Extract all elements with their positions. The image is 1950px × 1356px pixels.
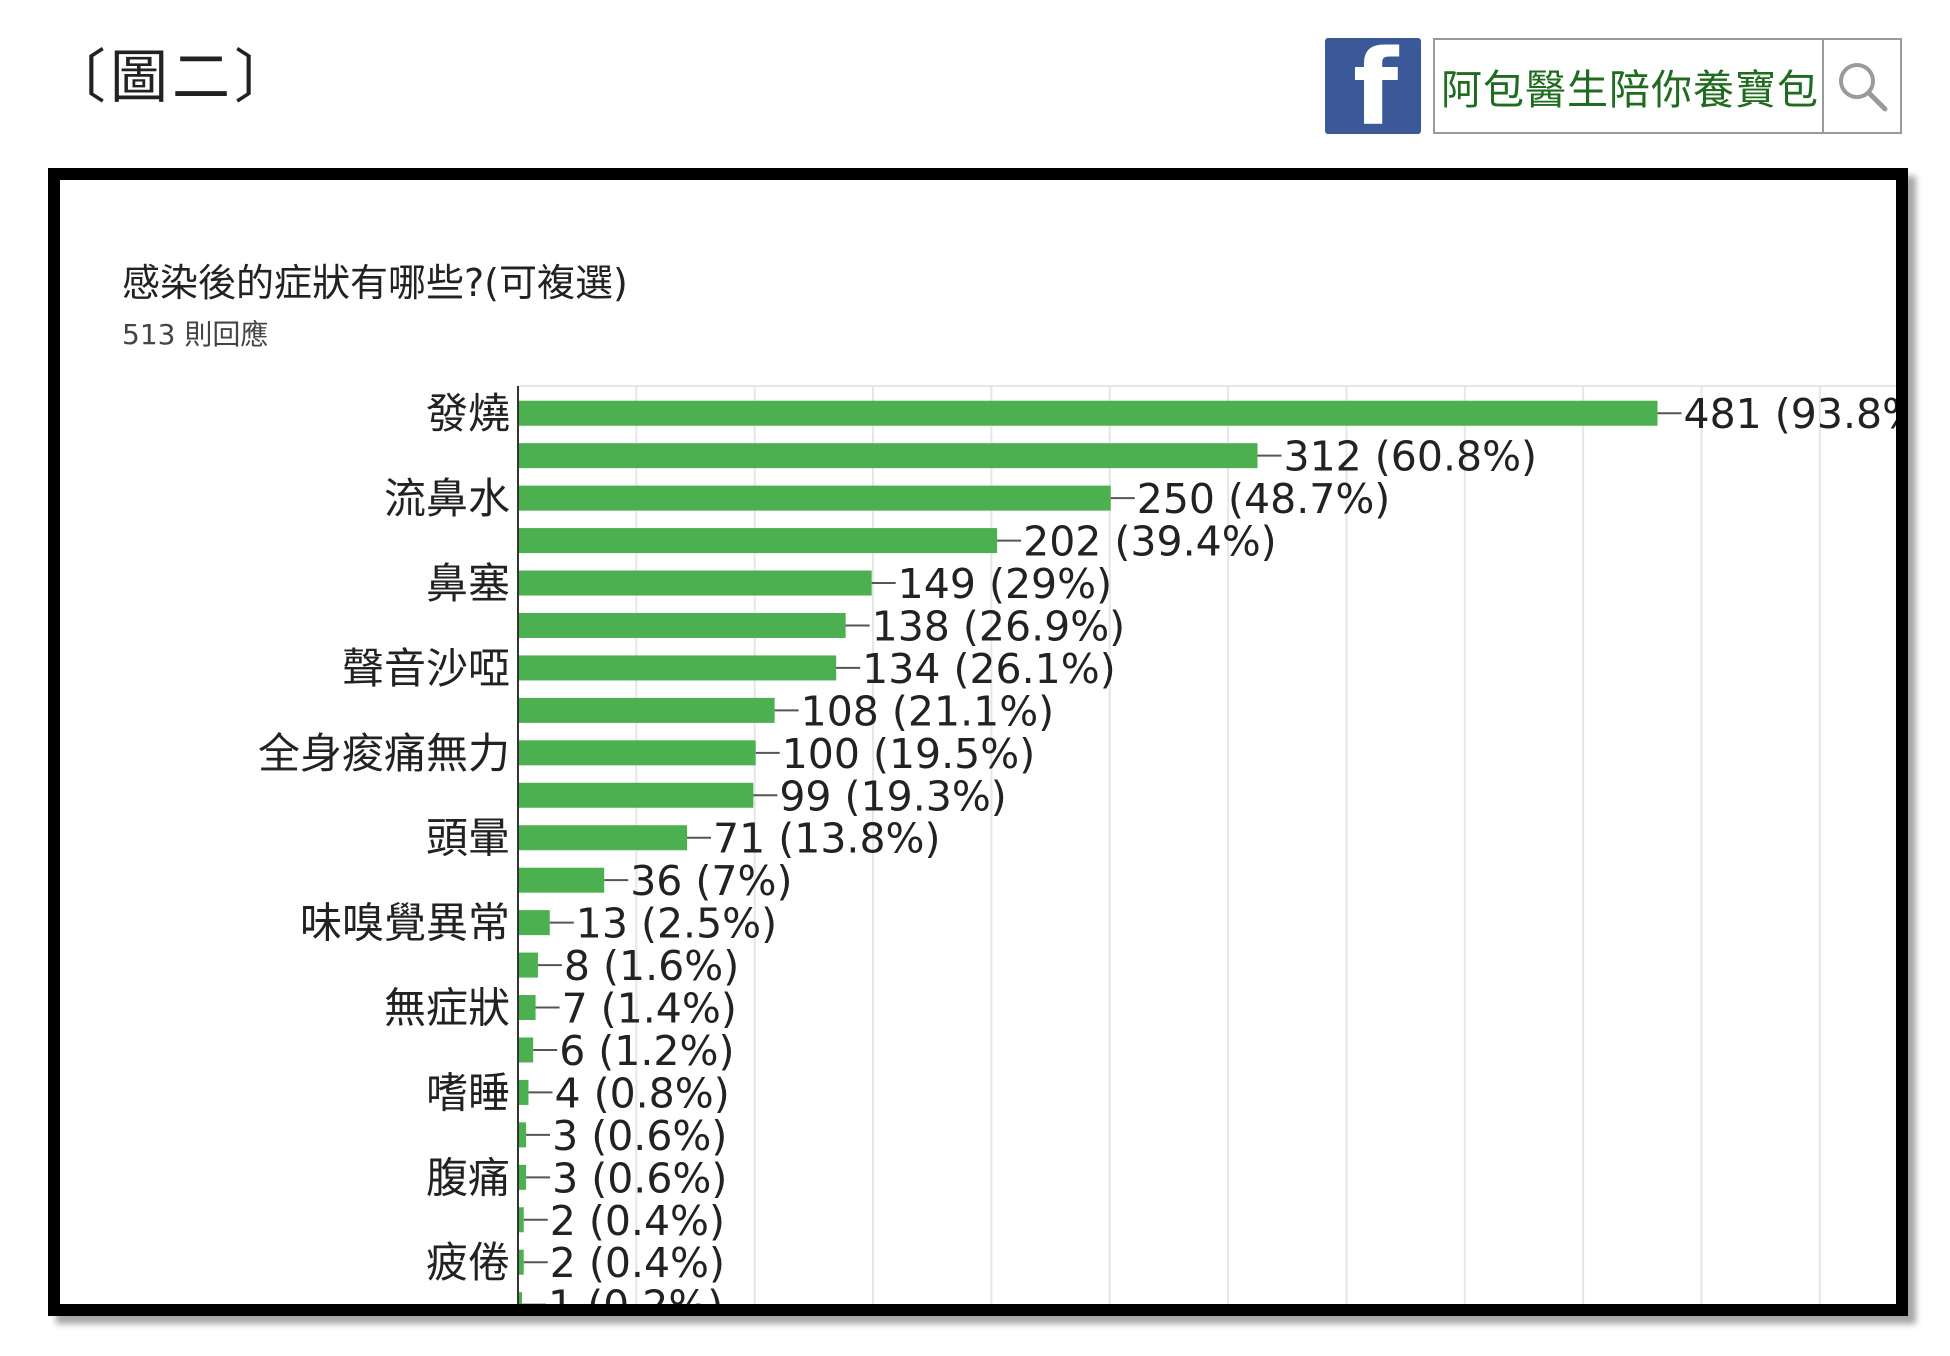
bar[interactable] [519, 740, 756, 766]
category-label: 頭暈 [426, 814, 510, 863]
value-label: 250 (48.7%) [1137, 475, 1391, 523]
value-label: 108 (21.1%) [801, 687, 1055, 735]
search-icon [1839, 63, 1888, 112]
value-label: 7 (1.4%) [562, 985, 737, 1033]
category-label: 疲倦 [426, 1238, 510, 1287]
category-label: 味嗅覺異常 [300, 899, 510, 948]
value-label: 2 (0.4%) [550, 1239, 725, 1287]
value-label: 3 (0.6%) [552, 1154, 727, 1202]
value-label: 6 (1.2%) [559, 1027, 734, 1075]
category-label: 聲音沙啞 [342, 644, 510, 693]
response-count: 513 則回應 [122, 318, 269, 351]
value-label: 149 (29%) [898, 560, 1112, 608]
category-label: 無症狀 [384, 984, 510, 1033]
category-label: 嗜睡 [426, 1068, 510, 1117]
value-label: 8 (1.6%) [564, 942, 739, 990]
value-label: 13 (2.5%) [576, 900, 777, 948]
bar[interactable] [519, 952, 538, 978]
bar[interactable] [519, 697, 775, 723]
bar[interactable] [519, 1122, 527, 1148]
value-label: 138 (26.9%) [872, 602, 1126, 650]
value-label: 2 (0.4%) [550, 1197, 725, 1245]
bar[interactable] [519, 443, 1258, 469]
bar-chart: 481 (93.8%) 發燒 312 (60.8%)250 (48.7%) 流鼻水 20… [258, 385, 1896, 1304]
bar[interactable] [519, 782, 754, 808]
value-label: 481 (93.8%) [1684, 390, 1896, 438]
value-label: 1 (0.2%) [548, 1282, 723, 1304]
chart-title: 感染後的症狀有哪些?(可複選) [122, 261, 628, 305]
facebook-logo-glyph: f [1353, 27, 1399, 149]
facebook-search-box[interactable]: 阿包醫生陪你養寶包 [1433, 38, 1902, 134]
bar[interactable] [519, 655, 837, 681]
facebook-page-name[interactable]: 阿包醫生陪你養寶包 [1441, 66, 1819, 114]
bar[interactable] [519, 612, 846, 638]
value-label: 36 (7%) [630, 857, 792, 905]
category-label: 流鼻水 [384, 474, 510, 523]
value-label: 71 (13.8%) [713, 815, 940, 863]
facebook-icon[interactable]: f [1325, 27, 1421, 149]
bar[interactable] [519, 1037, 534, 1063]
chart-panel: 感染後的症狀有哪些?(可複選) 513 則回應 481 (93.8%) 發燒 312… [48, 168, 1908, 1316]
bar[interactable] [519, 400, 1658, 426]
category-label: 發燒 [426, 389, 510, 438]
figure-label: 〔圖二〕 [48, 43, 297, 111]
search-button[interactable] [1822, 40, 1900, 132]
bar[interactable] [519, 1079, 529, 1105]
value-label: 202 (39.4%) [1023, 518, 1277, 566]
bar[interactable] [519, 1164, 527, 1190]
value-label: 100 (19.5%) [782, 730, 1036, 778]
category-label: 鼻塞 [426, 559, 510, 608]
facebook-page-widget[interactable]: f 阿包醫生陪你養寶包 [1325, 27, 1902, 149]
bar[interactable] [519, 910, 550, 936]
category-label: 全身痠痛無力 [258, 729, 510, 778]
bar[interactable] [519, 825, 688, 851]
bar[interactable] [519, 867, 605, 893]
bar[interactable] [519, 485, 1111, 511]
value-label: 3 (0.6%) [552, 1112, 727, 1160]
value-label: 4 (0.8%) [554, 1069, 729, 1117]
bar[interactable] [519, 995, 536, 1021]
bar[interactable] [519, 528, 998, 554]
value-label: 134 (26.1%) [862, 645, 1116, 693]
bar[interactable] [519, 1249, 524, 1275]
category-label: 腹痛 [426, 1153, 510, 1202]
value-label: 312 (60.8%) [1284, 433, 1538, 481]
bar[interactable] [519, 1207, 524, 1233]
bar[interactable] [519, 570, 872, 596]
value-label: 99 (19.3%) [779, 772, 1006, 820]
bar[interactable] [519, 1292, 522, 1304]
